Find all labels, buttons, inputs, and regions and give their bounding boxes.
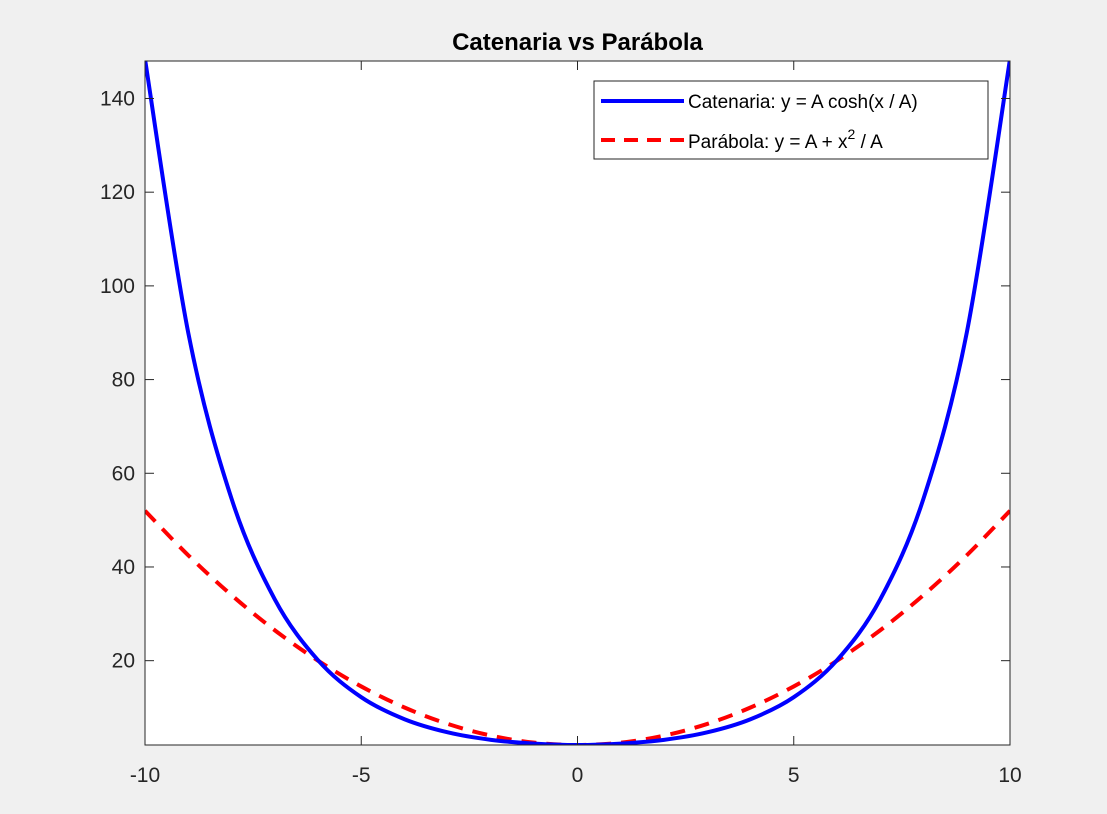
y-tick-label: 120	[100, 181, 135, 204]
chart-title: Catenaria vs Parábola	[452, 29, 703, 56]
x-tick-label: -5	[352, 764, 371, 787]
legend: Catenaria: y = A cosh(x / A) Parábola: y…	[593, 80, 989, 160]
x-tick-label: -10	[130, 764, 160, 787]
y-tick-label: 60	[112, 462, 135, 485]
axes-layer: -10 -5 0 5 10 20 40 60 80 100 120 140	[100, 60, 1022, 787]
legend-label-catenaria: Catenaria: y = A cosh(x / A)	[688, 92, 918, 113]
y-tick-label: 140	[100, 87, 135, 110]
y-tick-label: 80	[112, 369, 135, 392]
y-tick-label: 40	[112, 556, 135, 579]
legend-label-parabola-superscript: 2	[848, 126, 856, 142]
y-tick-label: 100	[100, 275, 135, 298]
legend-label-parabola: Parábola: y = A + x2 / A	[688, 126, 883, 153]
legend-label-parabola-main: Parábola: y = A + x	[688, 132, 848, 153]
x-tick-label: 5	[788, 764, 800, 787]
curves-layer	[145, 61, 1010, 745]
legend-label-parabola-rest: / A	[855, 132, 883, 153]
y-tick-label: 20	[112, 650, 135, 673]
plot-area	[145, 61, 1010, 745]
x-tick-label: 0	[572, 764, 584, 787]
legend-box	[593, 80, 989, 160]
series-line-catenaria	[145, 61, 1010, 745]
x-tick-label: 10	[998, 764, 1021, 787]
